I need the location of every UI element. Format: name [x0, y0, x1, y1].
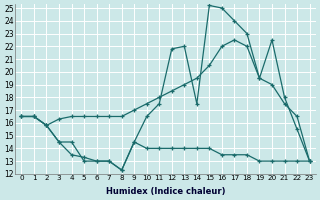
X-axis label: Humidex (Indice chaleur): Humidex (Indice chaleur) — [106, 187, 225, 196]
